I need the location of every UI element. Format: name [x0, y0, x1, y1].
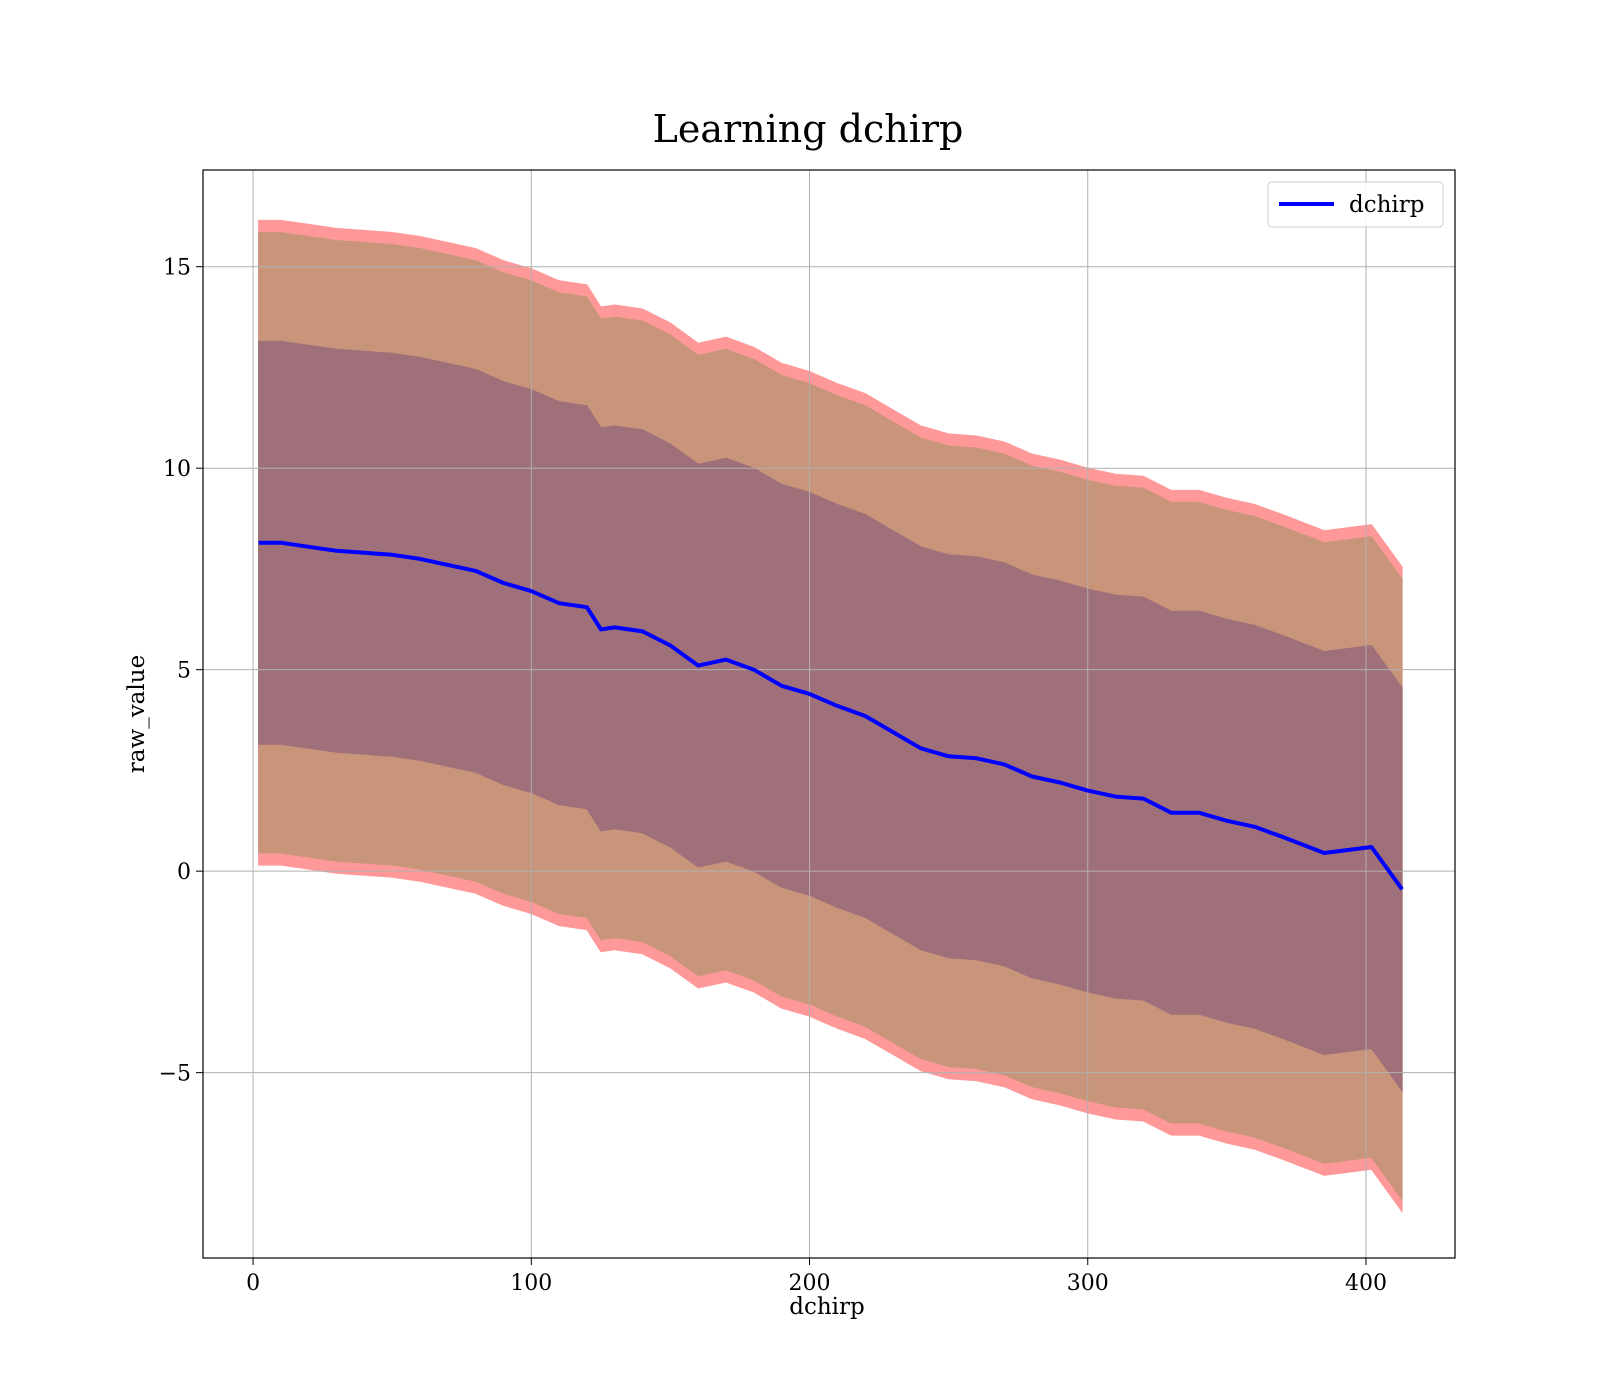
series-lines — [258, 540, 1404, 891]
x-tick-label: 0 — [246, 1271, 260, 1296]
x-tick-label: 200 — [789, 1271, 831, 1296]
legend: dchirp — [1267, 181, 1444, 228]
chart-title: Learning dchirp — [653, 107, 964, 151]
plot-frame — [202, 169, 1456, 1259]
x-tick-label: 100 — [510, 1271, 552, 1296]
legend-label-dchirp: dchirp — [1349, 192, 1425, 218]
y-tick-label: −5 — [159, 1062, 191, 1087]
x-tick-label: 400 — [1345, 1271, 1387, 1296]
band-inner — [258, 340, 1403, 1093]
x-axis-label: dchirp — [789, 1294, 865, 1320]
y-tick-label: 15 — [163, 256, 191, 281]
y-tick-label: 10 — [163, 457, 191, 482]
legend-box — [1267, 181, 1444, 228]
y-tick-label: 5 — [177, 659, 191, 684]
series-line-dchirp — [258, 540, 1404, 891]
x-tick-label: 300 — [1067, 1271, 1109, 1296]
x-axis-ticks: 0 100 200 300 400 — [246, 1258, 1387, 1296]
grid-lines — [203, 170, 1455, 1258]
y-tick-label: 0 — [177, 860, 191, 885]
plot-area — [202, 169, 1456, 1259]
y-axis-label: raw_value — [124, 655, 150, 773]
y-axis-ticks: −5 0 5 10 15 — [159, 256, 203, 1087]
